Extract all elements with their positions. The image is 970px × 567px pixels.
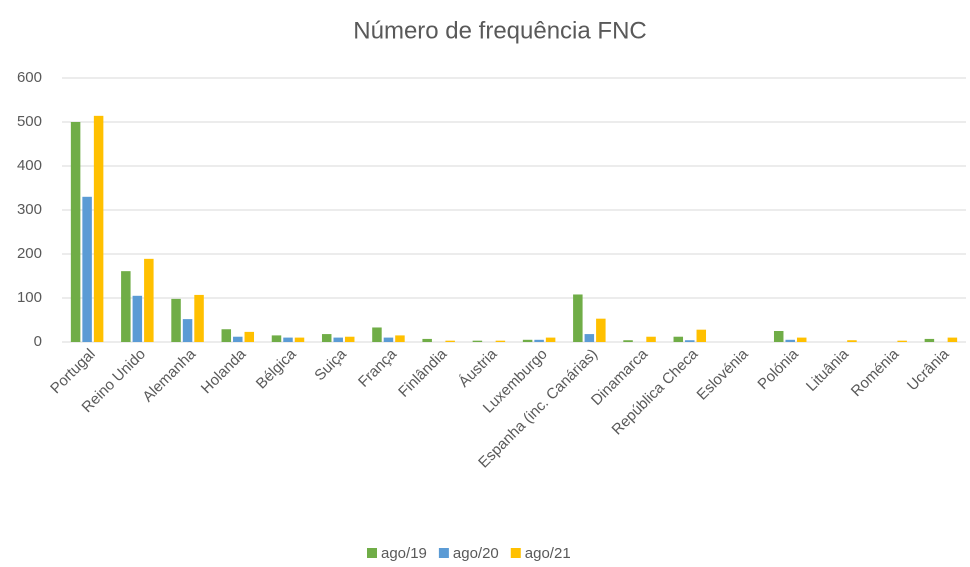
bar — [785, 339, 795, 342]
bar — [283, 337, 293, 342]
x-tick-label: República Checa — [609, 345, 702, 438]
x-tick-label: Holanda — [198, 345, 250, 397]
bar — [924, 338, 935, 342]
y-tick-label: 100 — [17, 289, 42, 306]
bar — [333, 337, 343, 342]
legend-label: ago/19 — [381, 545, 427, 562]
bar — [545, 337, 556, 342]
bar — [573, 294, 583, 342]
legend-swatch — [367, 548, 377, 558]
bar — [696, 329, 707, 342]
bar — [171, 298, 181, 342]
x-tick-label: Roménia — [848, 345, 903, 400]
bar — [233, 336, 243, 342]
bar — [947, 337, 958, 342]
legend-swatch — [510, 548, 521, 558]
bar — [194, 294, 204, 342]
bar — [271, 335, 282, 342]
y-tick-label: 0 — [34, 333, 42, 350]
bar — [596, 318, 606, 342]
bar — [344, 336, 355, 342]
bar — [847, 340, 857, 342]
bar — [244, 331, 255, 342]
legend-label: ago/20 — [453, 545, 499, 562]
bar — [182, 319, 193, 342]
bar — [522, 339, 533, 342]
bar — [93, 115, 104, 342]
bar — [796, 337, 807, 342]
bar — [422, 338, 432, 342]
bar — [221, 329, 232, 342]
x-tick-label: Áustria — [455, 345, 500, 390]
x-tick-label: Bélgica — [253, 345, 300, 392]
bar — [534, 339, 544, 342]
bar — [584, 334, 595, 342]
legend-swatch — [438, 548, 449, 558]
y-tick-label: 300 — [17, 201, 42, 218]
bar — [121, 271, 131, 342]
y-tick-label: 500 — [17, 113, 42, 130]
x-tick-label: França — [355, 345, 400, 390]
y-tick-label: 200 — [17, 245, 42, 262]
y-tick-label: 400 — [17, 157, 42, 174]
bar — [685, 340, 695, 342]
bar — [773, 331, 784, 342]
bar — [132, 295, 143, 342]
bar — [495, 340, 506, 342]
bar — [673, 336, 684, 342]
bar — [623, 340, 633, 342]
bar — [472, 340, 483, 342]
x-tick-label: Finlândia — [395, 345, 451, 401]
x-tick-label: Lituânia — [803, 345, 853, 395]
bar — [395, 335, 405, 342]
chart-title: Número de frequência FNC — [353, 17, 646, 44]
x-tick-label: Portugal — [47, 346, 99, 398]
x-tick-label: Suiça — [311, 345, 350, 384]
bar — [445, 340, 455, 342]
bar — [383, 337, 394, 342]
bar — [144, 258, 154, 342]
bar — [294, 337, 305, 342]
bar — [82, 196, 92, 342]
x-tick-label: Alemanha — [139, 345, 199, 405]
y-tick-label: 600 — [17, 69, 42, 86]
x-tick-label: Polónia — [754, 345, 802, 393]
bar — [372, 327, 382, 342]
bar — [321, 334, 332, 342]
x-tick-label: Ucrânia — [904, 345, 953, 394]
bar — [70, 122, 81, 342]
bar — [646, 336, 656, 342]
bar — [897, 340, 907, 342]
x-tick-label: Eslovénia — [694, 345, 752, 403]
legend-label: ago/21 — [525, 545, 571, 562]
